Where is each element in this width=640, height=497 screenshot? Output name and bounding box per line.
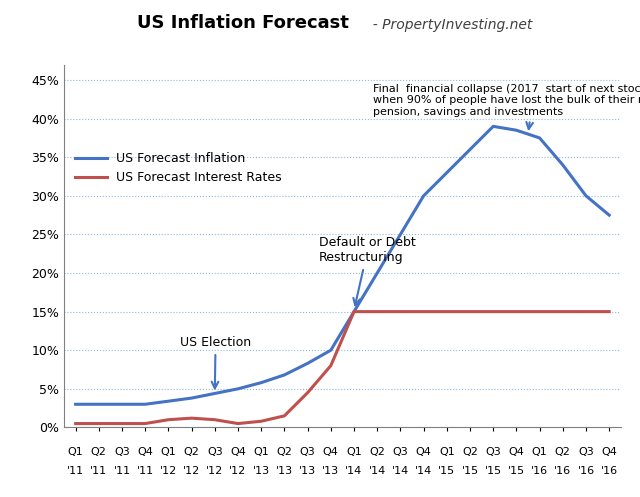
Text: Q3: Q3 — [114, 447, 130, 457]
Text: Q4: Q4 — [415, 447, 431, 457]
Text: Q2: Q2 — [369, 447, 385, 457]
Text: Q4: Q4 — [323, 447, 339, 457]
Text: US Election: US Election — [180, 336, 251, 388]
Text: Default or Debt
Restructuring: Default or Debt Restructuring — [319, 237, 416, 305]
Text: '12: '12 — [206, 466, 223, 476]
Legend: US Forecast Inflation, US Forecast Interest Rates: US Forecast Inflation, US Forecast Inter… — [70, 147, 287, 189]
Text: Q1: Q1 — [68, 447, 83, 457]
Text: '13: '13 — [253, 466, 270, 476]
Text: '14: '14 — [369, 466, 386, 476]
Text: Q2: Q2 — [91, 447, 107, 457]
Text: '12: '12 — [183, 466, 200, 476]
Text: Q1: Q1 — [346, 447, 362, 457]
Text: Q2: Q2 — [276, 447, 292, 457]
Text: '16: '16 — [554, 466, 572, 476]
Text: - PropertyInvesting.net: - PropertyInvesting.net — [364, 18, 532, 32]
Text: '15: '15 — [508, 466, 525, 476]
Text: Q1: Q1 — [253, 447, 269, 457]
Text: '14: '14 — [392, 466, 409, 476]
Text: '15: '15 — [438, 466, 456, 476]
Text: Q2: Q2 — [184, 447, 200, 457]
Text: Q4: Q4 — [601, 447, 617, 457]
Text: Q2: Q2 — [462, 447, 478, 457]
Text: Q2: Q2 — [555, 447, 571, 457]
Text: Q1: Q1 — [532, 447, 547, 457]
Text: US Inflation Forecast: US Inflation Forecast — [137, 14, 349, 32]
Text: '12: '12 — [160, 466, 177, 476]
Text: '14: '14 — [415, 466, 432, 476]
Text: '11: '11 — [113, 466, 131, 476]
Text: Q3: Q3 — [485, 447, 501, 457]
Text: '16: '16 — [600, 466, 618, 476]
Text: Q4: Q4 — [508, 447, 524, 457]
Text: '13: '13 — [322, 466, 339, 476]
Text: Q4: Q4 — [137, 447, 153, 457]
Text: '16: '16 — [577, 466, 595, 476]
Text: '13: '13 — [276, 466, 293, 476]
Text: '12: '12 — [229, 466, 246, 476]
Text: '16: '16 — [531, 466, 548, 476]
Text: Q4: Q4 — [230, 447, 246, 457]
Text: '13: '13 — [299, 466, 316, 476]
Text: Q3: Q3 — [578, 447, 594, 457]
Text: Q3: Q3 — [207, 447, 223, 457]
Text: Q1: Q1 — [439, 447, 454, 457]
Text: Q3: Q3 — [300, 447, 316, 457]
Text: Q3: Q3 — [392, 447, 408, 457]
Text: '15: '15 — [484, 466, 502, 476]
Text: '15: '15 — [461, 466, 479, 476]
Text: Q1: Q1 — [161, 447, 176, 457]
Text: Final  financial collapse (2017  start of next stock bull run
when 90% of people: Final financial collapse (2017 start of … — [372, 83, 640, 129]
Text: '11: '11 — [136, 466, 154, 476]
Text: '11: '11 — [90, 466, 108, 476]
Text: '11: '11 — [67, 466, 84, 476]
Text: '14: '14 — [346, 466, 363, 476]
